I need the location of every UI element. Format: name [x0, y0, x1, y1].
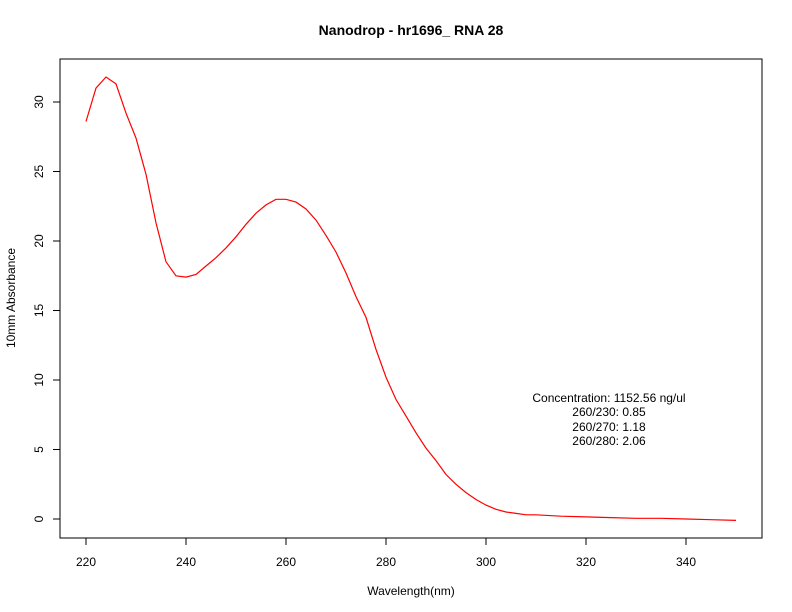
annotation-ratio-280: 260/280: 2.06: [572, 434, 646, 448]
y-tick-label: 0: [32, 515, 46, 522]
absorbance-line: [85, 76, 737, 521]
y-tick-label: 10: [32, 373, 46, 387]
x-tick-label: 320: [576, 555, 596, 569]
y-tick-label: 30: [32, 95, 46, 109]
annotation-ratio-230: 260/230: 0.85: [572, 405, 646, 419]
x-tick-label: 220: [76, 555, 96, 569]
x-tick-label: 280: [376, 555, 396, 569]
x-tick-label: 340: [676, 555, 696, 569]
plot-frame: [59, 58, 763, 539]
y-tick-label: 15: [32, 304, 46, 318]
chart-title: Nanodrop - hr1696_ RNA 28: [319, 22, 504, 38]
y-axis: 0 5 10 15 20 25 30: [32, 95, 61, 522]
x-tick-label: 300: [476, 555, 496, 569]
y-tick-label: 5: [32, 446, 46, 453]
x-axis: 220 240 260 280 300 320 340: [76, 537, 696, 569]
y-tick-label: 25: [32, 165, 46, 179]
y-axis-label: 10mm Absorbance: [4, 248, 18, 348]
annotation-concentration: Concentration: 1152.56 ng/ul: [532, 391, 685, 405]
annotation-ratio-270: 260/270: 1.18: [572, 420, 646, 434]
x-tick-label: 240: [176, 555, 196, 569]
x-tick-label: 260: [276, 555, 296, 569]
x-axis-label: Wavelength(nm): [367, 584, 455, 598]
y-tick-label: 20: [32, 234, 46, 248]
